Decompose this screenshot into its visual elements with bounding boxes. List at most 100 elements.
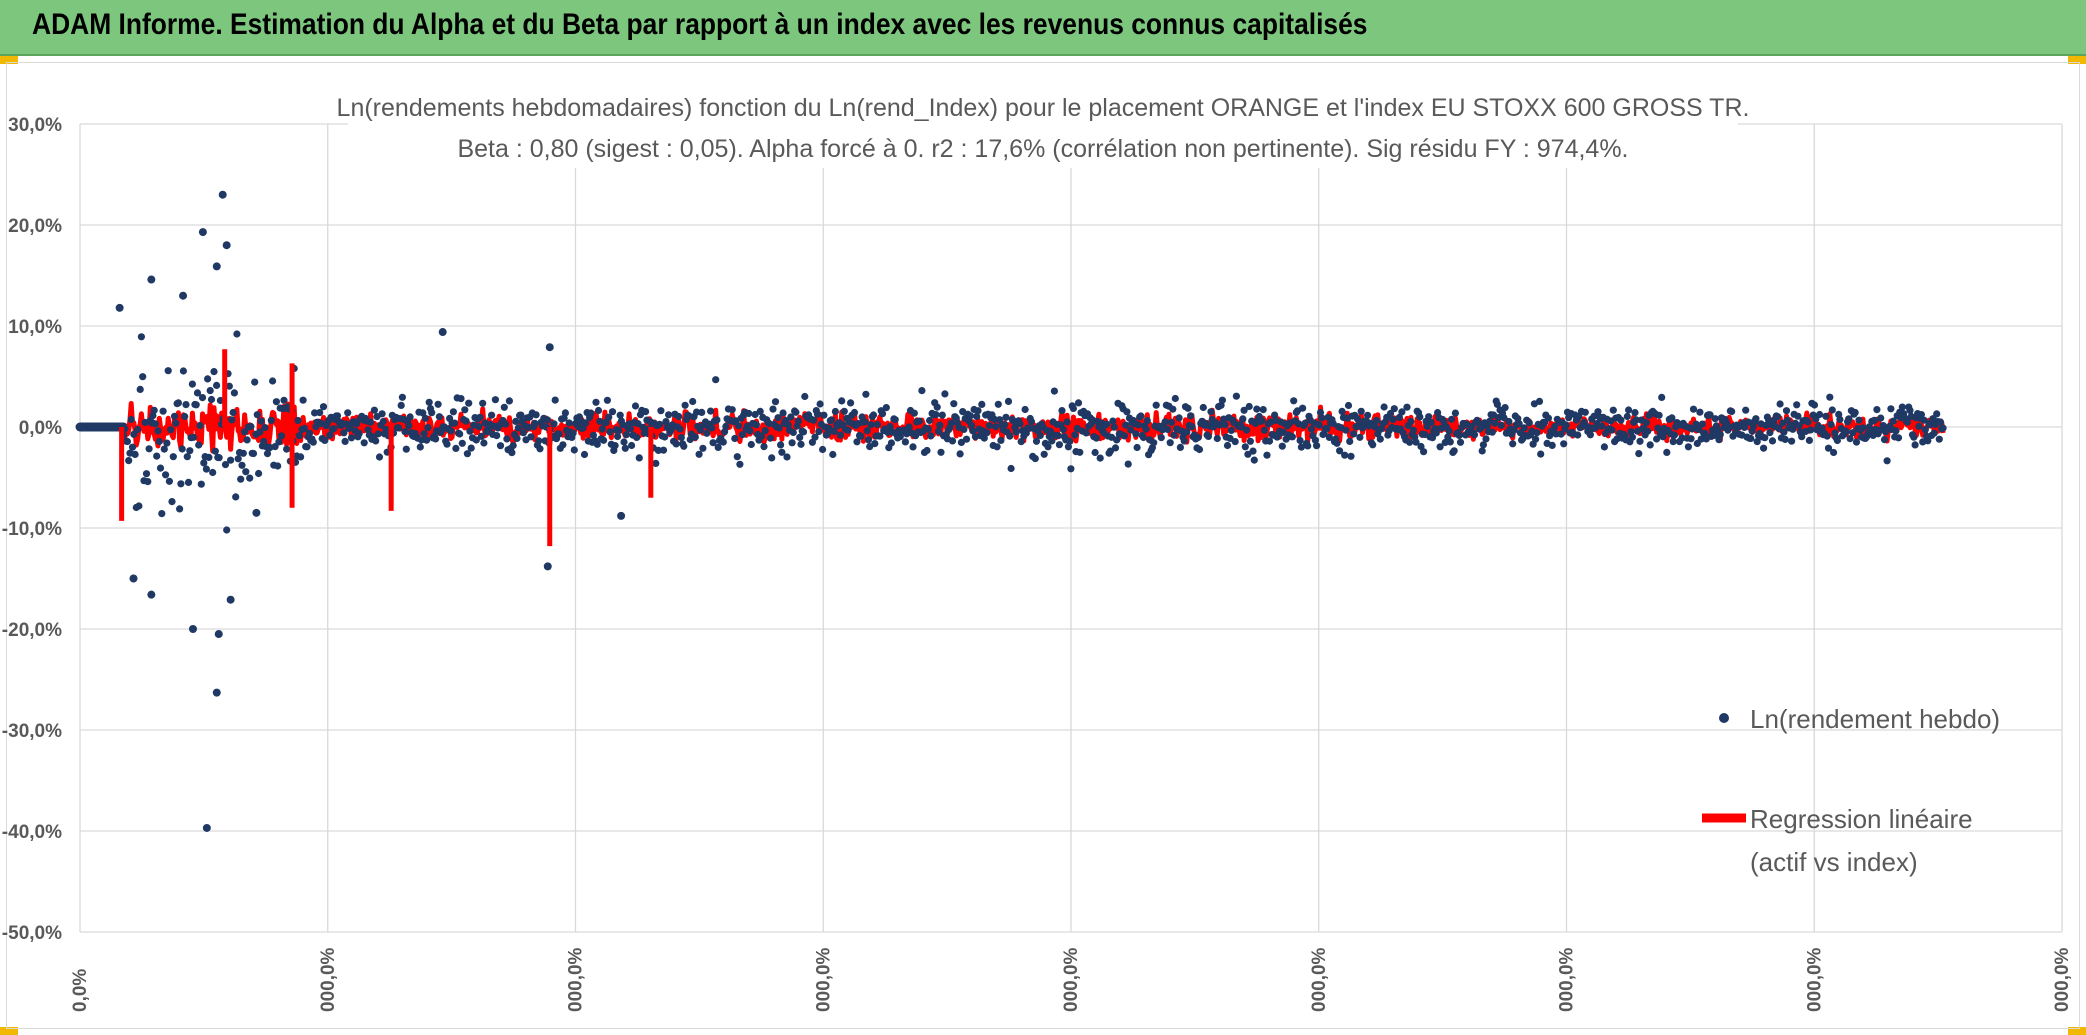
data-point (251, 378, 259, 386)
data-point (932, 411, 940, 419)
data-point (947, 419, 955, 427)
data-point (1416, 413, 1424, 421)
data-point (756, 407, 764, 415)
data-point (639, 423, 647, 431)
data-point (605, 413, 613, 421)
data-point (820, 411, 828, 419)
data-point (372, 437, 380, 445)
data-point (787, 413, 795, 421)
data-point (1655, 411, 1663, 419)
data-point-extreme (617, 511, 626, 520)
data-point (182, 401, 190, 409)
data-point (1231, 438, 1239, 446)
data-point (631, 402, 640, 410)
data-point (1336, 447, 1344, 455)
data-point (425, 398, 433, 406)
data-point (1338, 407, 1346, 415)
data-point-extreme (115, 303, 124, 312)
data-point (1562, 421, 1570, 429)
x-tick-label: 000,0% (1804, 947, 1825, 1012)
data-point (1183, 428, 1191, 436)
data-point (480, 439, 488, 447)
data-point (1032, 437, 1041, 445)
data-point (1427, 418, 1435, 426)
data-point (475, 423, 483, 431)
data-point (1696, 408, 1704, 416)
data-point (1064, 443, 1072, 451)
data-point (210, 368, 218, 376)
data-point (1537, 450, 1545, 458)
data-point (1936, 418, 1945, 426)
data-point (297, 453, 305, 461)
data-point (886, 423, 894, 431)
data-point (829, 450, 837, 459)
data-point (344, 409, 352, 417)
data-point (783, 453, 791, 461)
data-point (1199, 403, 1207, 412)
data-point (973, 412, 981, 420)
data-point (598, 425, 606, 433)
data-point (1103, 420, 1111, 428)
data-point (1822, 412, 1830, 420)
data-point (642, 408, 650, 416)
data-point (1258, 416, 1266, 425)
data-point (1297, 443, 1305, 451)
data-point (1412, 438, 1420, 446)
data-point (527, 433, 535, 441)
data-point (424, 424, 432, 432)
data-point (1939, 424, 1947, 432)
data-point (615, 427, 623, 435)
data-point (1478, 447, 1486, 455)
data-point (1781, 435, 1789, 443)
legend-label-regression-line-2: (actif vs index) (1750, 847, 1918, 877)
data-point (864, 436, 873, 444)
data-point (1288, 433, 1296, 441)
data-point (1194, 433, 1202, 442)
data-point (811, 433, 819, 441)
data-point (709, 439, 717, 447)
data-point (1358, 424, 1367, 432)
data-point (341, 437, 349, 445)
data-point (299, 396, 307, 404)
data-point (862, 390, 870, 398)
data-point (463, 450, 471, 458)
data-point (600, 436, 608, 444)
data-point (434, 400, 442, 408)
data-point (691, 433, 699, 441)
data-point-extreme (226, 595, 235, 604)
data-point (712, 376, 720, 384)
data-point (168, 498, 176, 506)
data-point (993, 443, 1001, 451)
data-point (405, 422, 413, 430)
data-point (1021, 405, 1029, 414)
data-point (1744, 418, 1752, 426)
data-point (1058, 407, 1066, 415)
data-point (766, 434, 775, 442)
data-point (1889, 417, 1897, 425)
data-point (512, 417, 520, 425)
data-point (1245, 402, 1253, 411)
data-point (1846, 435, 1854, 443)
data-point (1389, 416, 1397, 424)
data-point (1533, 429, 1541, 437)
data-point (1152, 401, 1160, 409)
data-point (1906, 406, 1914, 414)
data-point (197, 480, 205, 488)
data-point (871, 440, 879, 448)
data-point (1164, 425, 1172, 433)
data-point (505, 397, 513, 405)
data-point (1127, 426, 1135, 434)
data-point (1608, 426, 1616, 434)
data-point (1644, 427, 1652, 435)
data-point (154, 427, 162, 435)
data-point (274, 462, 282, 470)
data-point (1246, 437, 1254, 445)
data-point (733, 453, 741, 461)
data-point (225, 382, 233, 390)
data-point (1842, 427, 1850, 435)
data-point (130, 430, 138, 438)
data-point (435, 413, 443, 421)
data-point (714, 443, 722, 451)
data-point (628, 441, 636, 450)
x-tick-label: 000,0% (813, 947, 834, 1012)
